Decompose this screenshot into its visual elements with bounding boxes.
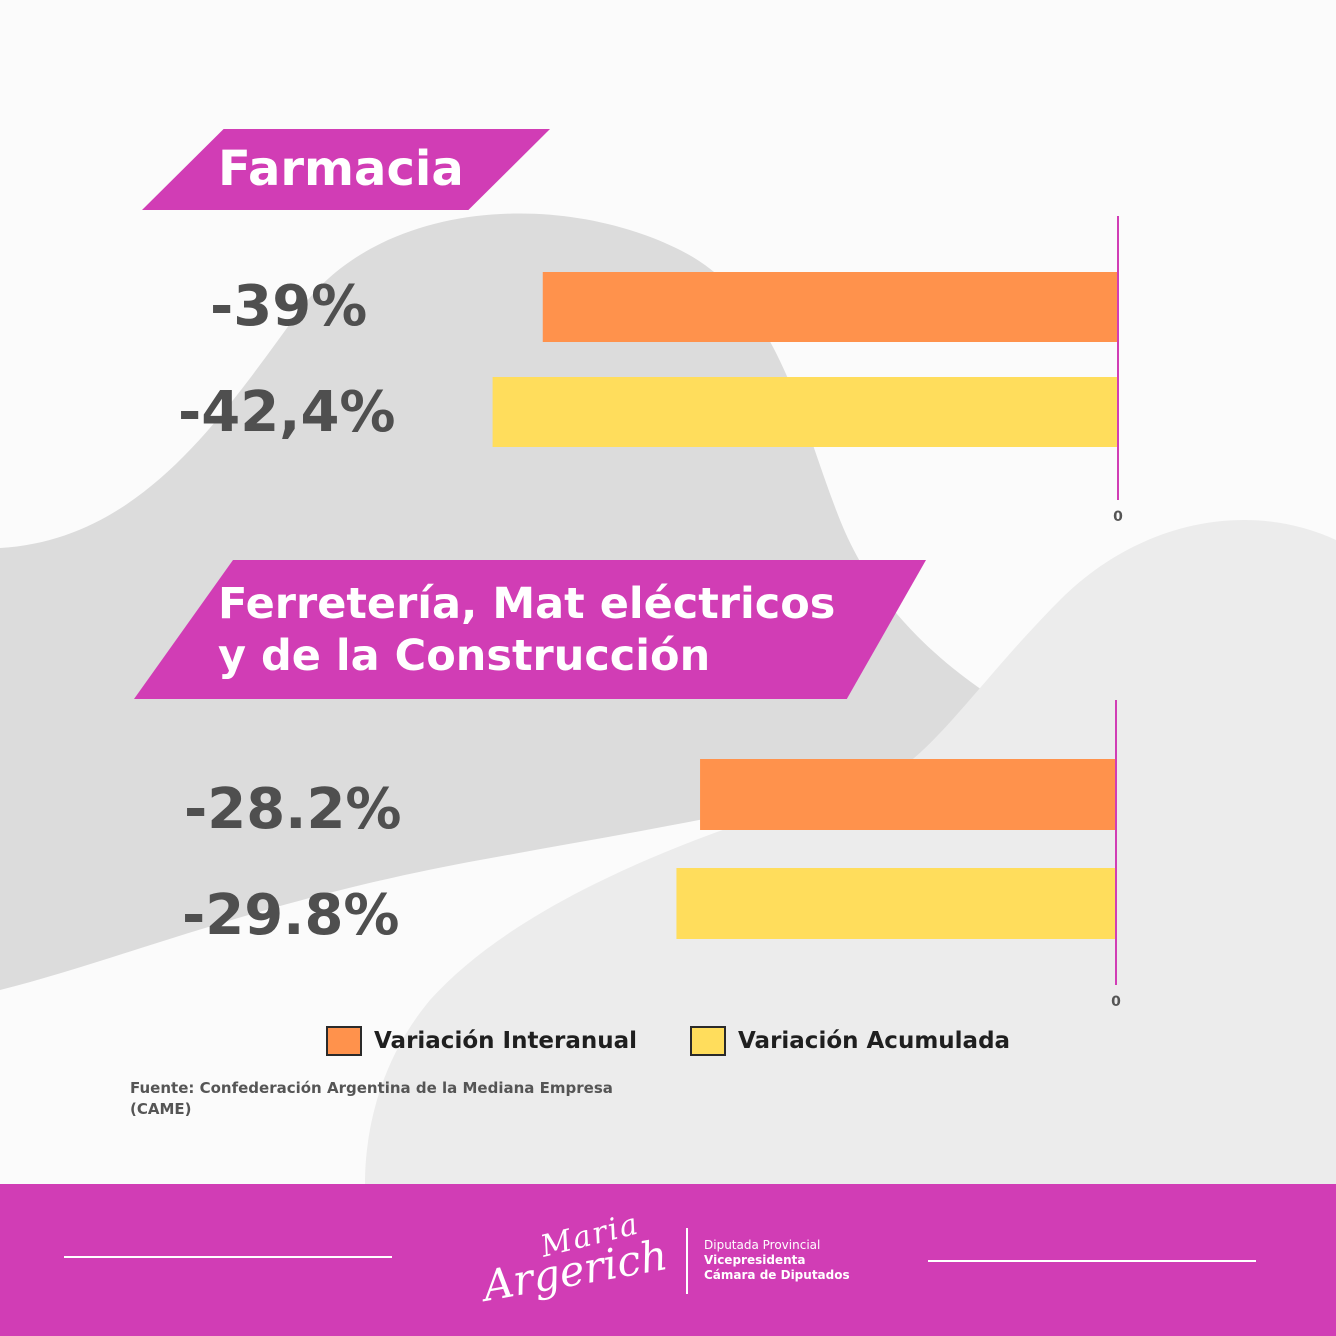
footer-vertical-divider xyxy=(686,1228,688,1294)
footer-role2: Vicepresidenta xyxy=(704,1253,806,1267)
legend-swatch-interanual xyxy=(326,1026,362,1056)
gray-blob-right xyxy=(365,520,1336,1184)
footer-divider-right xyxy=(928,1260,1256,1262)
ferreteria-title-banner: Ferretería, Mat eléctricos y de la Const… xyxy=(134,560,926,699)
signature-logo: Maria Argerich xyxy=(479,1206,680,1310)
legend-label-acumulada: Variación Acumulada xyxy=(738,1028,1011,1054)
farmacia-acumulada-value: -42,4% xyxy=(178,380,396,445)
zero-tick-label-chart1: 0 xyxy=(1113,509,1123,525)
source-note: Fuente: Confederación Argentina de la Me… xyxy=(130,1078,613,1120)
legend-swatch-acumulada xyxy=(690,1026,726,1056)
zero-tick-label-chart2: 0 xyxy=(1111,994,1121,1010)
bar-chart1-interanual xyxy=(542,272,1118,342)
ferreteria-interanual-value: -28.2% xyxy=(184,777,402,842)
footer-role-text: Diputada Provincial Vicepresidenta Cámar… xyxy=(704,1238,850,1283)
source-line1: Fuente: Confederación Argentina de la Me… xyxy=(130,1079,613,1097)
bar-chart1-acumulada xyxy=(492,377,1119,447)
footer-role3: Cámara de Diputados xyxy=(704,1268,850,1282)
farmacia-interanual-value: -39% xyxy=(210,274,368,339)
ferreteria-title-line1: Ferretería, Mat eléctricos xyxy=(218,579,836,629)
footer-divider-left xyxy=(64,1256,392,1258)
source-line2: (CAME) xyxy=(130,1100,192,1118)
bar-chart2-acumulada xyxy=(676,868,1116,939)
bar-chart2-interanual xyxy=(700,759,1116,830)
ferreteria-title-line2: y de la Construcción xyxy=(218,631,711,681)
ferreteria-acumulada-value: -29.8% xyxy=(182,883,400,948)
legend-interanual: Variación Interanual xyxy=(326,1024,637,1058)
footer-role1: Diputada Provincial xyxy=(704,1238,821,1252)
footer-bar: Maria Argerich Diputada Provincial Vicep… xyxy=(0,1184,1336,1336)
legend-acumulada: Variación Acumulada xyxy=(690,1024,1010,1058)
legend-label-interanual: Variación Interanual xyxy=(374,1028,638,1054)
farmacia-title: Farmacia xyxy=(218,141,464,197)
